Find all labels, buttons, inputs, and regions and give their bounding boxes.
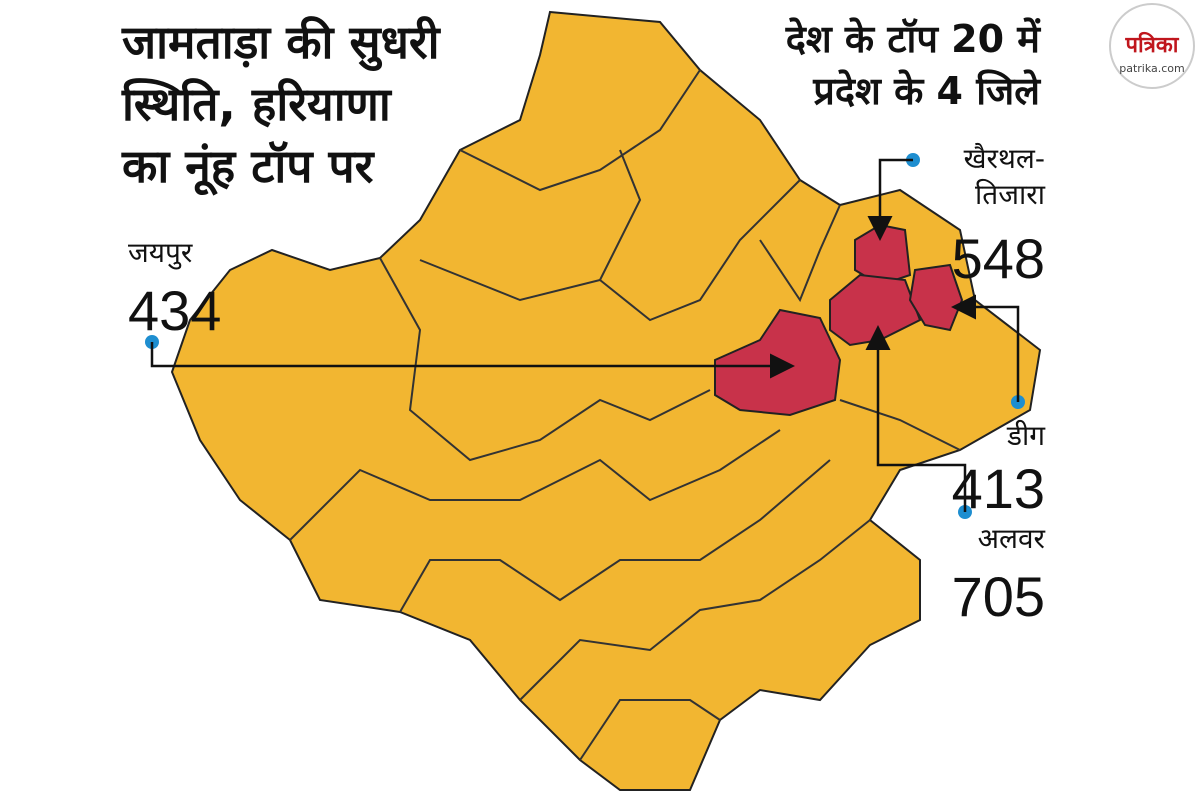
- title-line: स्थिति, हरियाणा: [121, 77, 393, 131]
- subtitle-line: देश के टॉप 20 में: [785, 17, 1042, 61]
- logo-site: patrika.com: [1119, 62, 1185, 75]
- title-line: का नूंह टॉप पर: [121, 139, 376, 196]
- district-name: जयपुर: [128, 236, 193, 270]
- logo: पत्रिका patrika.com: [1109, 3, 1195, 89]
- state-map: [170, 10, 1042, 791]
- district-value: 705: [952, 565, 1045, 628]
- district-name: अलवर: [978, 522, 1046, 555]
- logo-name: पत्रिका: [1125, 31, 1180, 58]
- district-borders: [289, 69, 961, 761]
- district-name: खैरथल-: [964, 142, 1045, 175]
- district-name: तिजारा: [975, 178, 1046, 211]
- district-name: डीग: [1006, 419, 1046, 452]
- subtitle-line: प्रदेश के 4 जिले: [812, 69, 1041, 113]
- title-line: जामताड़ा की सुधरी: [121, 15, 442, 72]
- district-value: 548: [952, 227, 1045, 290]
- arrows: [150, 158, 1020, 512]
- district-value: 413: [952, 457, 1045, 520]
- district-value: 434: [128, 279, 221, 342]
